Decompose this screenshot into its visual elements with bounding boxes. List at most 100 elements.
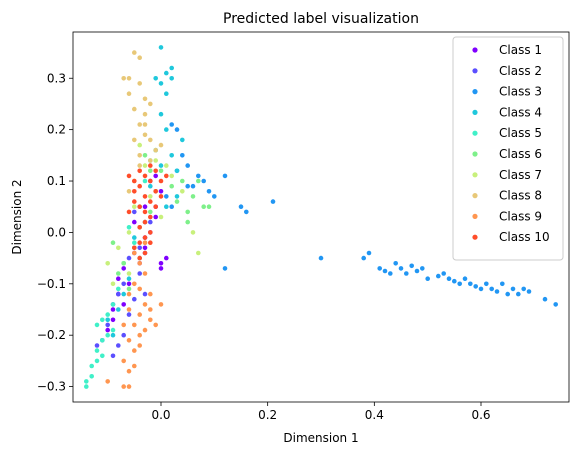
point-class-3 xyxy=(185,163,190,168)
point-class-10 xyxy=(137,168,142,174)
point-class-3 xyxy=(521,286,526,292)
point-class-7 xyxy=(105,261,110,266)
point-class-4 xyxy=(164,70,169,76)
point-class-3 xyxy=(169,204,174,209)
point-class-10 xyxy=(126,209,132,215)
point-class-5 xyxy=(105,312,110,317)
point-class-10 xyxy=(148,199,153,204)
point-class-9 xyxy=(137,343,142,348)
point-class-10 xyxy=(126,173,132,179)
point-class-10 xyxy=(142,209,148,215)
point-class-5 xyxy=(94,348,100,353)
point-class-6 xyxy=(196,178,201,184)
point-class-6 xyxy=(190,194,196,199)
point-class-3 xyxy=(244,209,249,215)
point-class-7 xyxy=(164,163,169,168)
point-class-3 xyxy=(393,261,399,266)
point-class-9 xyxy=(132,363,137,369)
point-class-3 xyxy=(484,281,489,287)
point-class-1 xyxy=(116,276,121,282)
point-class-2 xyxy=(94,343,100,348)
point-class-3 xyxy=(425,276,431,282)
point-class-6 xyxy=(116,271,121,276)
point-class-7 xyxy=(196,250,201,256)
point-class-4 xyxy=(169,65,174,71)
point-class-5 xyxy=(110,327,116,333)
point-class-1 xyxy=(158,261,164,266)
point-class-3 xyxy=(500,281,505,287)
legend-label: Class 8 xyxy=(499,189,542,203)
point-class-8 xyxy=(126,91,132,96)
point-class-1 xyxy=(158,189,164,194)
legend-label: Class 4 xyxy=(499,105,542,119)
point-class-6 xyxy=(201,204,206,209)
point-class-5 xyxy=(100,353,105,359)
point-class-3 xyxy=(457,281,463,287)
y-tick-label: 0.0 xyxy=(47,225,66,239)
point-class-3 xyxy=(436,273,441,279)
point-class-3 xyxy=(212,194,217,199)
point-class-5 xyxy=(110,302,116,307)
y-tick-label: 0.1 xyxy=(47,174,66,188)
point-class-3 xyxy=(441,271,447,276)
points-layer xyxy=(84,45,558,389)
point-class-10 xyxy=(132,189,137,194)
point-class-10 xyxy=(158,194,164,199)
point-class-8 xyxy=(132,137,137,143)
point-class-9 xyxy=(105,379,110,384)
point-class-2 xyxy=(116,343,121,348)
point-class-8 xyxy=(121,76,126,81)
point-class-5 xyxy=(89,363,94,369)
point-class-3 xyxy=(478,286,484,292)
point-class-8 xyxy=(137,81,142,86)
point-class-3 xyxy=(270,199,276,204)
x-tick-label: 0.4 xyxy=(365,408,384,422)
point-class-9 xyxy=(137,332,142,338)
point-class-10 xyxy=(164,173,169,179)
point-class-5 xyxy=(105,332,110,338)
point-class-1 xyxy=(142,204,148,209)
point-class-8 xyxy=(137,122,142,127)
point-class-10 xyxy=(153,204,158,209)
point-class-9 xyxy=(126,291,132,297)
legend-marker xyxy=(472,47,478,53)
point-class-1 xyxy=(110,317,116,323)
point-class-3 xyxy=(446,276,452,282)
point-class-5 xyxy=(100,317,105,323)
point-class-3 xyxy=(190,183,196,189)
point-class-1 xyxy=(164,255,169,261)
point-class-7 xyxy=(116,245,121,251)
point-class-7 xyxy=(142,163,148,168)
point-class-2 xyxy=(126,312,132,317)
legend-marker xyxy=(472,193,478,199)
point-class-4 xyxy=(164,127,169,132)
point-class-8 xyxy=(142,96,148,102)
point-class-5 xyxy=(89,374,94,379)
point-class-4 xyxy=(169,153,174,158)
point-class-4 xyxy=(158,45,164,50)
point-class-3 xyxy=(414,268,420,274)
point-class-2 xyxy=(137,271,142,276)
point-class-4 xyxy=(158,81,164,86)
point-class-1 xyxy=(105,327,110,333)
point-class-3 xyxy=(516,291,521,297)
legend-label: Class 2 xyxy=(499,64,542,78)
point-class-4 xyxy=(105,317,110,323)
point-class-4 xyxy=(158,111,164,117)
point-class-2 xyxy=(110,353,116,359)
point-class-5 xyxy=(94,322,100,328)
legend-label: Class 3 xyxy=(499,85,542,99)
point-class-3 xyxy=(526,289,532,294)
point-class-10 xyxy=(148,240,153,245)
point-class-4 xyxy=(174,168,180,174)
point-class-6 xyxy=(142,153,148,158)
y-tick-label: −0.1 xyxy=(37,277,66,291)
point-class-10 xyxy=(148,178,153,184)
point-class-1 xyxy=(153,173,158,179)
point-class-4 xyxy=(174,194,180,199)
point-class-9 xyxy=(132,250,137,256)
point-class-7 xyxy=(132,204,137,209)
point-class-4 xyxy=(164,91,169,96)
point-class-9 xyxy=(132,281,137,287)
point-class-4 xyxy=(164,204,169,209)
